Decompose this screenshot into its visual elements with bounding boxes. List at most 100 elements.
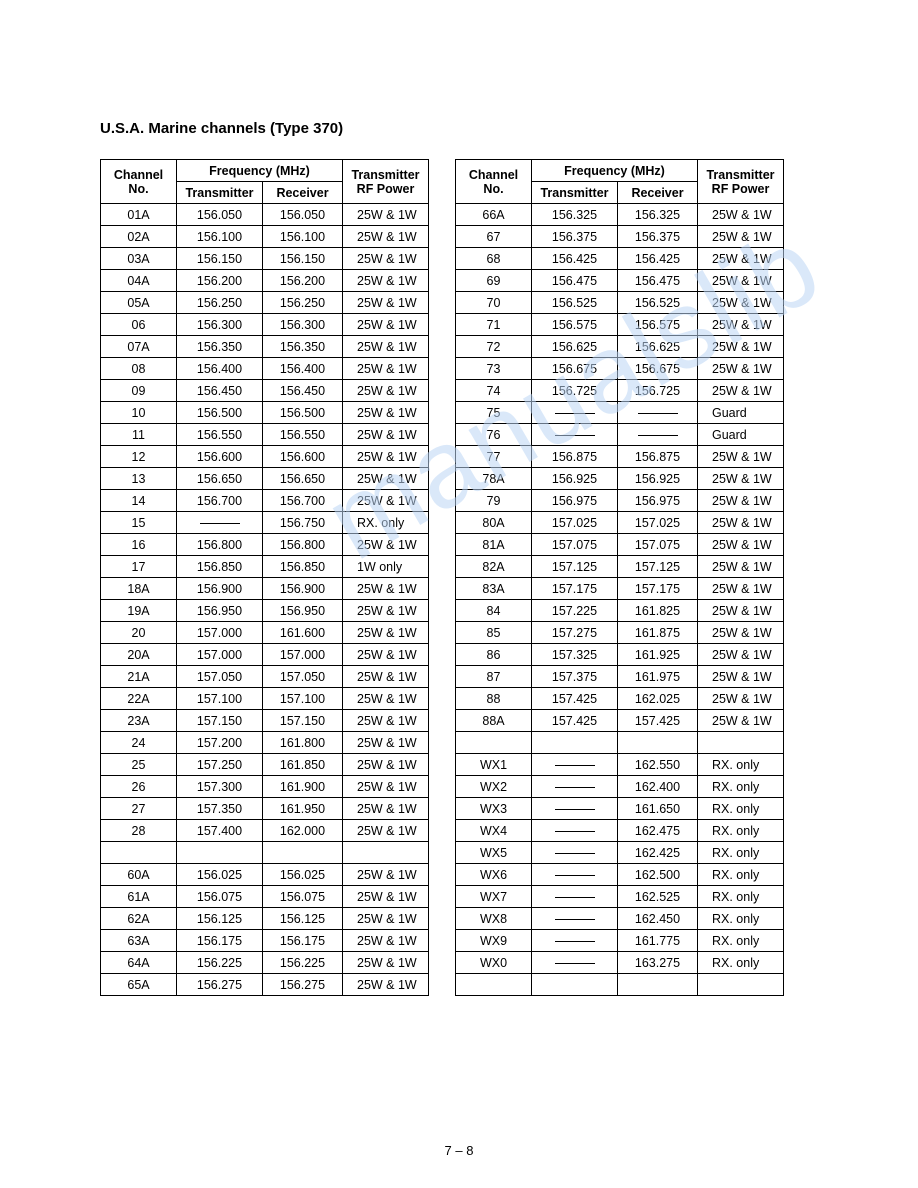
table-row: 60A156.025156.02525W & 1W [101, 864, 429, 886]
cell-channel: 62A [101, 908, 177, 930]
dash-icon [638, 435, 678, 436]
cell-channel: WX0 [456, 952, 532, 974]
cell-channel: 83A [456, 578, 532, 600]
cell-power: 25W & 1W [343, 424, 429, 446]
cell-power: RX. only [698, 754, 784, 776]
col-header-rfpower: Transmitter RF Power [698, 160, 784, 204]
cell-tx [532, 402, 618, 424]
table-row: 26157.300161.90025W & 1W [101, 776, 429, 798]
dash-icon [555, 831, 595, 832]
col-subheader-rx: Receiver [618, 182, 698, 204]
cell-rx: 161.775 [618, 930, 698, 952]
cell-rx: 162.400 [618, 776, 698, 798]
cell-channel: 19A [101, 600, 177, 622]
cell-channel: 17 [101, 556, 177, 578]
table-row: 16156.800156.80025W & 1W [101, 534, 429, 556]
cell-channel: 01A [101, 204, 177, 226]
cell-power: 25W & 1W [343, 314, 429, 336]
table-row: WX9161.775RX. only [456, 930, 784, 952]
cell-tx [532, 798, 618, 820]
cell-tx: 156.150 [177, 248, 263, 270]
cell-tx: 157.125 [532, 556, 618, 578]
cell-tx: 156.450 [177, 380, 263, 402]
dash-icon [555, 435, 595, 436]
table-row: 21A157.050157.05025W & 1W [101, 666, 429, 688]
table-row: 14156.700156.70025W & 1W [101, 490, 429, 512]
col-header-channel: Channel No. [101, 160, 177, 204]
table-row: 62A156.125156.12525W & 1W [101, 908, 429, 930]
cell-rx: 156.225 [263, 952, 343, 974]
cell-rx: 156.025 [263, 864, 343, 886]
cell-tx: 156.025 [177, 864, 263, 886]
cell-power: Guard [698, 424, 784, 446]
cell-tx: 157.375 [532, 666, 618, 688]
table-row: WX8162.450RX. only [456, 908, 784, 930]
cell-power: RX. only [698, 930, 784, 952]
cell-empty [698, 974, 784, 996]
col-header-rfpower: Transmitter RF Power [343, 160, 429, 204]
cell-channel: 68 [456, 248, 532, 270]
cell-rx: 156.600 [263, 446, 343, 468]
cell-power: RX. only [698, 908, 784, 930]
cell-tx: 156.500 [177, 402, 263, 424]
cell-tx: 156.175 [177, 930, 263, 952]
cell-tx: 156.275 [177, 974, 263, 996]
table-row: WX5162.425RX. only [456, 842, 784, 864]
cell-rx: 156.750 [263, 512, 343, 534]
cell-channel: 27 [101, 798, 177, 820]
cell-power: 25W & 1W [698, 556, 784, 578]
cell-channel: 84 [456, 600, 532, 622]
cell-rx: 156.625 [618, 336, 698, 358]
cell-channel: 08 [101, 358, 177, 380]
cell-tx [532, 952, 618, 974]
cell-tx: 156.675 [532, 358, 618, 380]
table-row: 80A157.025157.02525W & 1W [456, 512, 784, 534]
cell-power: 25W & 1W [698, 710, 784, 732]
table-row: WX7162.525RX. only [456, 886, 784, 908]
cell-rx: 156.350 [263, 336, 343, 358]
cell-rx: 156.975 [618, 490, 698, 512]
cell-power: 25W & 1W [698, 358, 784, 380]
cell-channel: 20 [101, 622, 177, 644]
cell-empty [101, 842, 177, 864]
cell-rx: 162.475 [618, 820, 698, 842]
cell-rx: 156.200 [263, 270, 343, 292]
table-row: WX4162.475RX. only [456, 820, 784, 842]
cell-channel: 07A [101, 336, 177, 358]
cell-channel: 69 [456, 270, 532, 292]
cell-empty [343, 842, 429, 864]
cell-power: 25W & 1W [343, 930, 429, 952]
cell-tx: 156.375 [532, 226, 618, 248]
cell-power: 25W & 1W [698, 578, 784, 600]
cell-channel: 24 [101, 732, 177, 754]
cell-rx: 156.100 [263, 226, 343, 248]
table-row: 28157.400162.00025W & 1W [101, 820, 429, 842]
cell-power: 25W & 1W [343, 622, 429, 644]
dash-icon [555, 963, 595, 964]
table-head: Channel No. Frequency (MHz) Transmitter … [456, 160, 784, 204]
table-row: WX6162.500RX. only [456, 864, 784, 886]
table-row: 83A157.175157.17525W & 1W [456, 578, 784, 600]
cell-power: 25W & 1W [343, 270, 429, 292]
cell-power: 25W & 1W [343, 204, 429, 226]
table-row: 03A156.150156.15025W & 1W [101, 248, 429, 270]
cell-tx: 157.425 [532, 710, 618, 732]
cell-power: 25W & 1W [698, 248, 784, 270]
table-row: 05A156.250156.25025W & 1W [101, 292, 429, 314]
cell-tx: 156.875 [532, 446, 618, 468]
col-header-frequency: Frequency (MHz) [532, 160, 698, 182]
cell-power: 25W & 1W [343, 798, 429, 820]
cell-power: 25W & 1W [698, 468, 784, 490]
cell-channel: 88A [456, 710, 532, 732]
table-row: 12156.600156.60025W & 1W [101, 446, 429, 468]
cell-power: 25W & 1W [698, 644, 784, 666]
cell-rx: 156.500 [263, 402, 343, 424]
cell-tx: 156.800 [177, 534, 263, 556]
cell-channel: 02A [101, 226, 177, 248]
cell-power: 25W & 1W [343, 666, 429, 688]
dash-icon [200, 523, 240, 524]
table-row: 19A156.950156.95025W & 1W [101, 600, 429, 622]
cell-power: 25W & 1W [343, 600, 429, 622]
table-row: 75Guard [456, 402, 784, 424]
table-row: 76Guard [456, 424, 784, 446]
